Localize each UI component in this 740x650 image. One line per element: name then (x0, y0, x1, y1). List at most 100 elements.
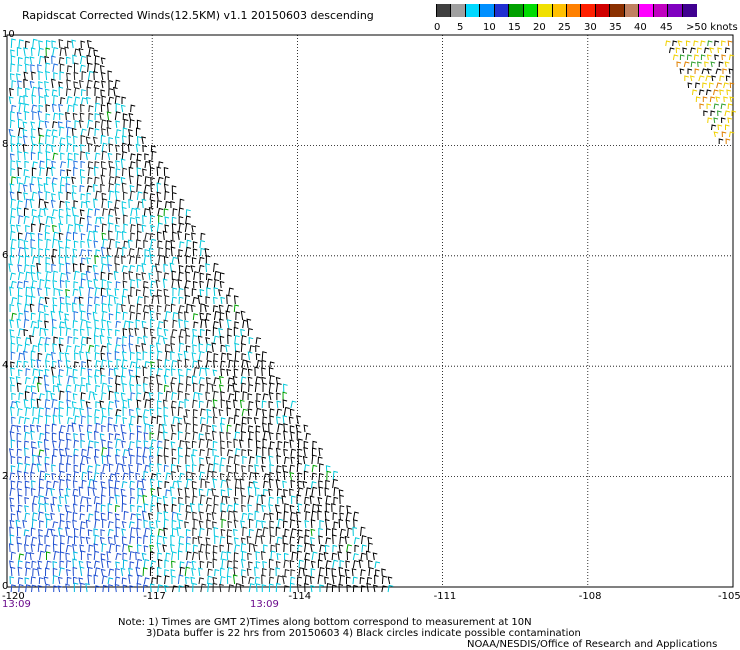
wind-barb (100, 271, 106, 281)
wind-barb (198, 550, 204, 561)
wind-barb (107, 336, 112, 345)
wind-barb (305, 529, 310, 537)
wind-barb (164, 310, 171, 321)
wind-barb (59, 263, 65, 273)
wind-barb (113, 367, 119, 377)
wind-barb (158, 320, 164, 329)
wind-barb (10, 198, 17, 209)
wind-barb (157, 511, 163, 521)
wind-barb (157, 558, 163, 569)
wind-barb (37, 110, 43, 121)
wind-barb (58, 103, 63, 113)
wind-barb (59, 519, 65, 529)
wind-barb (108, 143, 114, 153)
wind-barb (150, 318, 155, 329)
wind-barb (156, 407, 162, 417)
wind-barb (141, 136, 147, 145)
wind-barb (288, 416, 294, 425)
wind-barb (10, 384, 15, 393)
wind-barb (200, 232, 206, 241)
wind-barb (87, 208, 93, 217)
wind-barb (36, 271, 42, 281)
wind-barb (275, 526, 281, 537)
wind-barb (669, 47, 675, 54)
wind-barb (73, 454, 79, 465)
wind-barb (101, 407, 107, 417)
wind-barb (100, 345, 107, 353)
wind-barb (220, 417, 226, 425)
legend-swatch (450, 4, 466, 17)
wind-barb (120, 176, 126, 185)
wind-barb (94, 128, 100, 137)
wind-barb (352, 576, 358, 585)
wind-barb (100, 287, 106, 297)
wind-barb (184, 311, 189, 321)
wind-barb (73, 103, 79, 113)
wind-barb (38, 528, 43, 537)
wind-barb (66, 191, 72, 201)
wind-barb (121, 206, 127, 217)
wind-barb (206, 415, 213, 425)
wind-barb (347, 527, 353, 537)
wind-barb (283, 470, 289, 481)
wind-barb (165, 240, 171, 249)
wind-barb (129, 432, 135, 441)
wind-barb (72, 185, 77, 193)
wind-barb (309, 576, 315, 585)
wind-barb (65, 569, 71, 577)
wind-barb (178, 400, 184, 409)
wind-barb (191, 464, 197, 473)
wind-barb (283, 520, 288, 529)
wind-barb (72, 393, 78, 401)
wind-barb (50, 144, 56, 153)
wind-barb (185, 422, 191, 433)
wind-barb (78, 224, 84, 233)
wind-barb (93, 550, 100, 561)
wind-barb (289, 464, 295, 473)
wind-barb (64, 318, 70, 329)
wind-barb (115, 414, 122, 425)
wind-barb (136, 153, 142, 161)
wind-barb (235, 448, 241, 457)
wind-barb (235, 408, 241, 417)
wind-barb (177, 279, 183, 289)
wind-barb (43, 496, 49, 505)
wind-barb (93, 472, 100, 481)
wind-barb (114, 391, 120, 401)
wind-barb (115, 438, 122, 449)
wind-barb (304, 496, 310, 505)
wind-barb (65, 271, 71, 281)
wind-barb (232, 382, 238, 393)
wind-barb (17, 542, 23, 553)
wind-barb (50, 351, 56, 361)
wind-barb (16, 336, 22, 345)
wind-barb (184, 222, 191, 233)
wind-barb (8, 448, 14, 457)
wind-barb (58, 112, 64, 121)
wind-barb (226, 407, 232, 417)
wind-barb (198, 376, 205, 385)
wind-barb (100, 472, 106, 480)
wind-barb (93, 455, 99, 465)
wind-barb (136, 399, 142, 409)
wind-barb (72, 112, 78, 121)
wind-barb (241, 367, 248, 377)
wind-barb (29, 335, 34, 345)
wind-barb (50, 503, 56, 513)
wind-barb (141, 510, 147, 521)
wind-barb (37, 584, 43, 593)
wind-barb (205, 480, 210, 489)
wind-barb (199, 511, 204, 521)
wind-barb (150, 526, 156, 537)
wind-barb (205, 456, 211, 465)
wind-barb (171, 432, 177, 441)
wind-barb (10, 207, 17, 217)
wind-barb (80, 104, 85, 113)
wind-barb (149, 375, 155, 385)
wind-barb (94, 448, 100, 457)
wind-barb (102, 238, 108, 249)
wind-barb (177, 488, 183, 497)
wind-barb (100, 504, 106, 513)
wind-barb (116, 337, 122, 345)
wind-barb (31, 176, 37, 185)
